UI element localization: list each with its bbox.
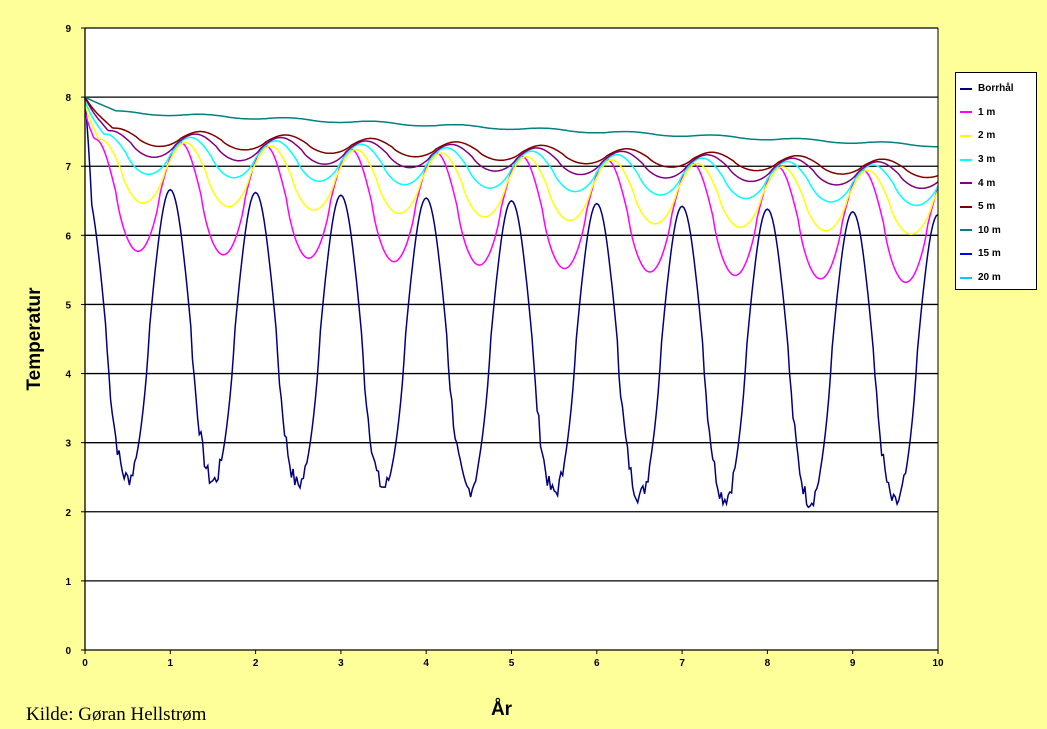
series-line-2 (84, 103, 939, 235)
legend-item: 15 m (960, 242, 1032, 266)
series-line-3 (84, 100, 939, 207)
y-tick-label: 1 (65, 577, 71, 588)
y-tick-label: 7 (65, 162, 71, 173)
x-tick-label: 4 (423, 658, 429, 669)
x-tick-label: 0 (82, 658, 88, 669)
series-line-6 (84, 96, 938, 148)
source-credit: Kilde: Gøran Hellstrøm (26, 704, 207, 725)
x-tick-label: 3 (338, 658, 344, 669)
series-line-5 (84, 96, 939, 179)
y-tick-label: 9 (65, 24, 71, 35)
axes (81, 27, 939, 654)
series-line-4 (84, 96, 939, 190)
legend-swatch (960, 205, 972, 208)
x-tick-label: 1 (168, 658, 174, 669)
legend-label: 10 m (978, 224, 1001, 236)
y-tick-label: 6 (65, 231, 71, 242)
legend-swatch (960, 158, 972, 161)
legend-swatch (960, 87, 972, 90)
legend-item: 1 m (960, 101, 1032, 125)
legend-item: 5 m (960, 195, 1032, 219)
x-tick-label: 8 (765, 658, 771, 669)
legend-item: 20 m (960, 266, 1032, 290)
legend-label: 3 m (978, 154, 996, 166)
legend-item: 3 m (960, 148, 1032, 172)
legend-item: 4 m (960, 171, 1032, 195)
legend: Borrhål 1 m 2 m 3 m 4 m 5 m 10 m 15 m 20 m (955, 72, 1037, 290)
legend-label: 1 m (978, 106, 996, 118)
y-tick-label: 5 (65, 300, 71, 311)
legend-label: 15 m (978, 248, 1001, 260)
x-tick-labels: 0 1 2 3 4 5 6 7 8 9 10 (82, 658, 944, 669)
y-tick-label: 8 (65, 93, 71, 104)
legend-item: 10 m (960, 219, 1032, 243)
legend-swatch (960, 134, 972, 137)
legend-swatch (960, 252, 972, 255)
legend-label: 20 m (978, 272, 1001, 284)
series-line-1 (84, 110, 939, 284)
legend-label: 5 m (978, 201, 996, 213)
x-tick-label: 9 (850, 658, 856, 669)
series-line-0 (84, 97, 939, 509)
x-tick-label: 7 (679, 658, 685, 669)
legend-label: 2 m (978, 130, 996, 142)
legend-item: Borrhål (960, 77, 1032, 101)
y-tick-label: 4 (65, 370, 71, 381)
y-axis-title: Temperatur (24, 287, 45, 391)
legend-swatch (960, 229, 972, 232)
x-tick-label: 10 (932, 658, 944, 669)
legend-label: Borrhål (978, 83, 1014, 95)
y-tick-labels: 0 1 2 3 4 5 6 7 8 9 (65, 24, 71, 657)
x-tick-label: 5 (509, 658, 515, 669)
x-tick-label: 2 (253, 658, 259, 669)
legend-swatch (960, 111, 972, 114)
legend-swatch (960, 182, 972, 185)
legend-item: 2 m (960, 124, 1032, 148)
series-lines (84, 96, 939, 509)
legend-label: 4 m (978, 177, 996, 189)
x-tick-label: 6 (594, 658, 600, 669)
y-tick-label: 0 (65, 646, 71, 657)
y-tick-label: 2 (65, 508, 71, 519)
x-axis-title: År (491, 699, 513, 720)
plot-area (85, 28, 938, 650)
y-tick-label: 3 (65, 439, 71, 450)
legend-swatch (960, 276, 972, 279)
